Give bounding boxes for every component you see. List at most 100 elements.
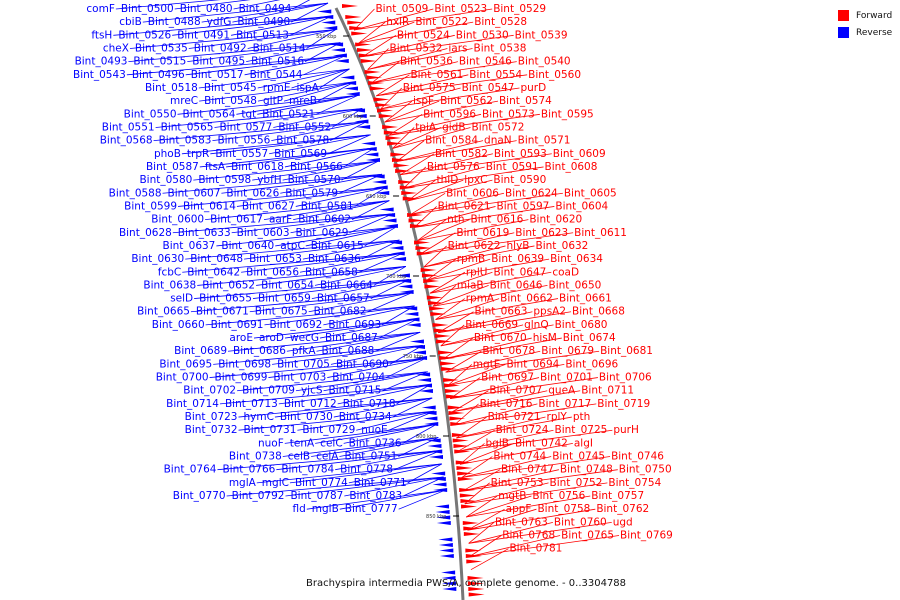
forward-gene-label-hlyb: hlyB (507, 240, 530, 252)
forward-connector (461, 456, 611, 478)
reverse-connector (308, 292, 412, 313)
forward-gene-feature (444, 383, 461, 388)
reverse-gene-label-bint-0513: Bint_0513 (236, 29, 289, 41)
forward-gene-label-tpia: tpiA (415, 121, 437, 133)
reverse-gene-label-bint-0784: Bint_0784 (281, 464, 334, 476)
reverse-gene-label-bint-0715: Bint_0715 (329, 385, 382, 397)
reverse-gene-label-bint-0698: Bint_0698 (218, 358, 271, 370)
forward-gene-feature (461, 504, 478, 509)
forward-gene-feature (416, 251, 433, 256)
forward-connector (456, 416, 546, 439)
reverse-connector (302, 239, 400, 260)
reverse-gene-label-bint-0671: Bint_0671 (196, 306, 249, 318)
reverse-gene-label-nuof: nuoF (258, 437, 284, 449)
forward-gene-label-bint-0646: Bint_0646 (490, 279, 543, 291)
reverse-gene-label-aroe: aroE (229, 332, 253, 344)
forward-gene-label-bint-0622: Bint_0622 (448, 240, 501, 252)
forward-gene-label-bint-0746: Bint_0746 (611, 451, 664, 463)
forward-connector (463, 469, 501, 492)
forward-gene-label-bint-0721: Bint_0721 (488, 411, 541, 423)
reverse-gene-label-bint-0617: Bint_0617 (210, 214, 263, 226)
forward-connector (396, 140, 517, 163)
reverse-connector (398, 489, 446, 510)
reverse-connector (275, 226, 397, 247)
reverse-connector (182, 252, 403, 273)
reverse-connector (205, 200, 390, 221)
forward-connector (463, 469, 560, 492)
forward-connector (459, 443, 485, 465)
forward-gene-feature (364, 70, 381, 74)
map-caption: Brachyspira intermedia PWS/A, complete g… (306, 578, 627, 589)
forward-connector (388, 113, 482, 136)
reverse-gene-feature (364, 152, 379, 157)
forward-gene-label-rpma: rpmA (466, 293, 495, 305)
reverse-connector (247, 29, 336, 49)
forward-gene-feature (375, 103, 392, 107)
reverse-connector (217, 450, 441, 471)
reverse-gene-feature (413, 356, 428, 360)
reverse-gene-label-bint-0583: Bint_0583 (159, 135, 212, 147)
forward-gene-feature (429, 306, 446, 311)
reverse-gene-feature (397, 279, 412, 283)
scale-tick-label: 600 kbp (343, 114, 363, 120)
reverse-gene-label-bint-0653: Bint_0653 (249, 253, 302, 265)
reverse-connector (284, 318, 418, 339)
forward-gene-label-dnan: dnaN (484, 135, 512, 147)
reverse-gene-label-bint-0628: Bint_0628 (119, 227, 172, 239)
reverse-connector (263, 200, 390, 221)
forward-gene-feature (424, 284, 441, 289)
reverse-connector (317, 81, 355, 102)
reverse-gene-feature (361, 141, 376, 146)
reverse-gene-label-tgt: tgt (241, 108, 256, 120)
reverse-gene-label-fcbc: fcbC (158, 266, 181, 278)
forward-gene-label-bint-0753: Bint_0753 (491, 477, 544, 489)
scale-tick-label: 700 kbp (386, 274, 406, 280)
reverse-connector (219, 384, 430, 405)
forward-gene-label-bint-0681: Bint_0681 (600, 345, 653, 357)
forward-gene-label-bint-0696: Bint_0696 (565, 358, 618, 370)
reverse-connector (323, 371, 428, 392)
forward-gene-feature (468, 587, 485, 591)
forward-gene-feature (349, 26, 366, 30)
forward-connector (470, 548, 509, 571)
reverse-gene-label-bint-0700: Bint_0700 (156, 372, 209, 384)
reverse-gene-label-cbib: cbiB (119, 16, 142, 28)
forward-gene-label-bint-0616: Bint_0616 (470, 214, 523, 226)
forward-gene-label-bint-0574: Bint_0574 (499, 95, 552, 107)
forward-gene-label-hxlr: hxlR (386, 16, 409, 28)
reverse-gene-feature (356, 125, 371, 129)
forward-connector (447, 364, 506, 386)
forward-gene-label-bint-0532: Bint_0532 (390, 42, 443, 54)
reverse-gene-feature (329, 42, 344, 47)
forward-gene-label-rpmb: rpmB (457, 253, 485, 265)
forward-gene-feature (455, 460, 472, 465)
reverse-gene-feature (317, 9, 332, 14)
forward-gene-feature (351, 31, 368, 36)
forward-connector (435, 298, 559, 320)
forward-gene-feature (347, 20, 364, 25)
reverse-connector (185, 55, 346, 76)
forward-gene-feature (395, 169, 412, 173)
reverse-connector (178, 187, 386, 207)
forward-connector (426, 258, 550, 281)
forward-connector (384, 100, 413, 123)
forward-connector (452, 390, 548, 413)
forward-gene-feature (378, 114, 395, 118)
forward-gene-label-nth: nth (447, 214, 464, 226)
forward-gene-label-bint-0530: Bint_0530 (456, 29, 509, 41)
forward-gene-feature (435, 339, 452, 344)
forward-gene-feature (414, 240, 431, 245)
reverse-connector (244, 239, 400, 260)
reverse-connector (129, 29, 336, 49)
reverse-connector (284, 423, 437, 444)
legend-reverse: Reverse (838, 24, 892, 41)
forward-connector (403, 166, 427, 189)
reverse-gene-label-bint-0516: Bint_0516 (251, 56, 304, 68)
forward-connector (353, 8, 434, 31)
forward-connector (468, 521, 553, 544)
forward-gene-feature (434, 334, 451, 338)
forward-gene-feature (358, 53, 375, 58)
forward-gene-label-rplu: rplU (466, 266, 488, 278)
forward-gene-feature (393, 163, 410, 168)
reverse-gene-feature (421, 405, 436, 410)
